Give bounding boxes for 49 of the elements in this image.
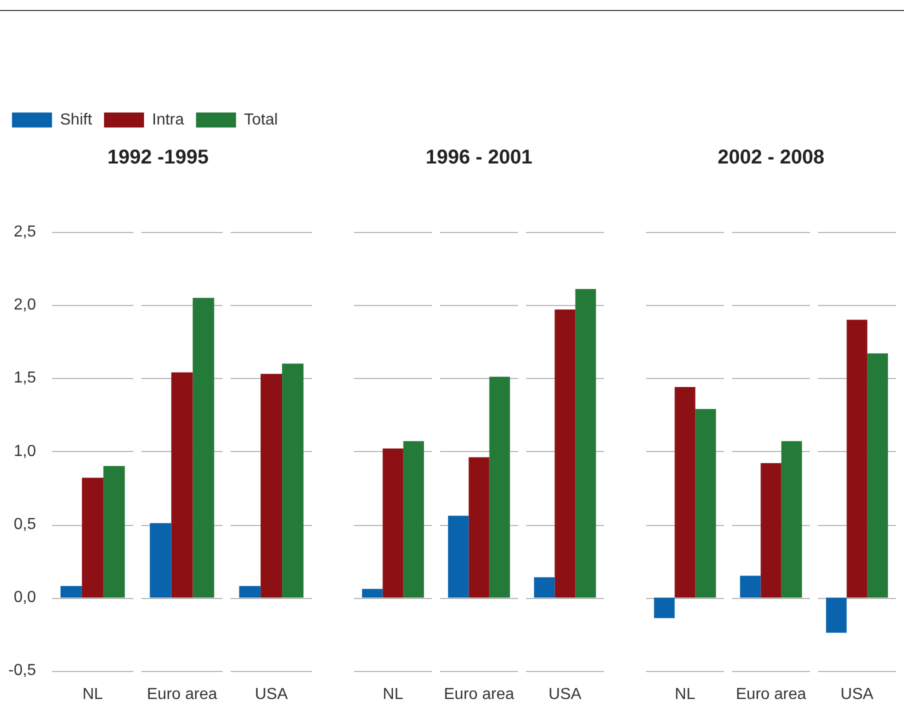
y-tick-label: -0,5 [8,662,36,680]
bar [695,408,716,598]
bar [60,586,82,598]
x-tick-label: USA [840,686,874,703]
y-tick-label: 2,5 [14,223,36,240]
bar [826,598,847,633]
bar [575,289,596,598]
bar [867,353,888,598]
y-tick-label: 0,0 [14,589,36,606]
bar [362,588,383,598]
bar [740,576,761,598]
legend-label: Shift [60,111,93,128]
y-tick-label: 0,5 [14,516,36,533]
legend-label: Total [244,111,278,128]
chart-title: 1992 -1995 [107,146,209,169]
bar [150,523,172,598]
bar [468,457,490,598]
x-tick-label: NL [82,686,103,703]
bar [674,387,696,598]
chart-title: 2002 - 2008 [718,146,824,169]
y-tick-label: 1,0 [14,442,36,460]
y-tick-label: 2,0 [14,296,36,314]
chart-title: 1996 - 2001 [426,146,532,169]
x-tick-label: Euro area [146,686,218,703]
bar [260,374,282,598]
bar [82,478,104,598]
bar [489,376,510,598]
bar [534,577,555,598]
x-tick-label: USA [548,686,582,703]
x-tick-label: NL [674,686,696,703]
y-tick-label: 1,5 [14,370,36,387]
x-tick-label: NL [382,686,404,703]
bar [403,441,424,598]
bar [171,372,193,598]
bar [239,586,261,598]
bar [760,463,782,598]
bar [192,298,214,598]
bar [654,598,675,618]
bar [781,441,802,598]
bar [103,466,125,598]
bar [846,320,868,598]
bar [554,310,576,598]
bar [448,516,469,598]
x-tick-label: Euro area [444,686,514,703]
legend-label: Intra [152,111,184,128]
x-tick-label: Euro area [736,686,806,703]
bar [282,364,304,598]
bar [382,448,404,598]
x-tick-label: USA [254,686,288,703]
